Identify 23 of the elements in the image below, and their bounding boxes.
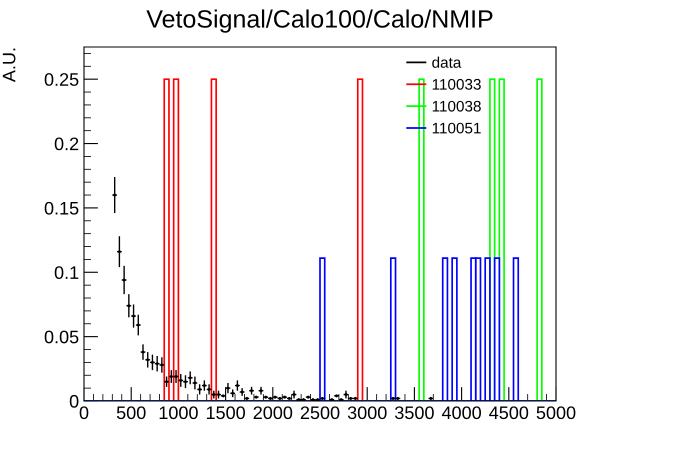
y-tick-label: 0.1 — [54, 266, 78, 279]
x-tick-label: 3500 — [395, 406, 434, 420]
y-tick-label: 0.15 — [44, 202, 78, 215]
legend-label: 110033 — [432, 78, 481, 90]
x-tick-label: 2000 — [254, 406, 292, 420]
legend-label: data — [432, 56, 462, 68]
x-tick-label: 0 — [80, 406, 88, 420]
y-axis-title: A.U. — [2, 48, 16, 82]
y-tick-label: 0.05 — [44, 330, 78, 344]
y-tick-label: 0.2 — [54, 137, 78, 150]
x-tick-label: 2500 — [300, 406, 340, 420]
x-tick-label: 500 — [116, 406, 146, 420]
x-tick-label: 1500 — [206, 406, 245, 420]
legend-label: 110051 — [432, 122, 481, 134]
y-tick-label: 0.25 — [44, 73, 78, 86]
x-tick-label: 3000 — [348, 406, 387, 420]
chart-title: VetoSignal/Calo100/Calo/NMIP — [146, 9, 492, 33]
legend-label: 110038 — [432, 100, 481, 112]
x-tick-label: 4500 — [489, 406, 528, 420]
x-tick-label: 5000 — [536, 406, 576, 420]
x-tick-label: 1000 — [160, 406, 198, 420]
y-tick-label: 0 — [70, 394, 78, 408]
x-tick-label: 4000 — [442, 406, 481, 420]
